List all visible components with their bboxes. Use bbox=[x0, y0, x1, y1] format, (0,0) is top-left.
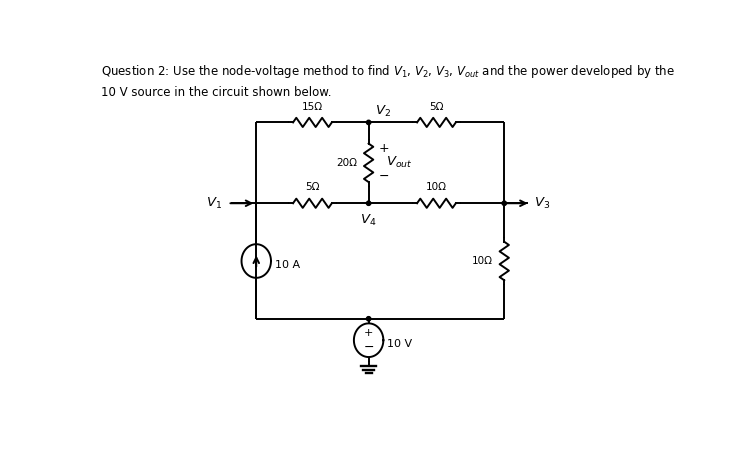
Circle shape bbox=[367, 120, 371, 124]
Text: $V_3$: $V_3$ bbox=[534, 196, 550, 211]
Text: −: − bbox=[364, 341, 374, 354]
Text: −: − bbox=[378, 170, 389, 183]
Circle shape bbox=[502, 201, 506, 205]
Circle shape bbox=[367, 201, 371, 205]
Text: 10 A: 10 A bbox=[275, 260, 300, 270]
Text: 10 V source in the circuit shown below.: 10 V source in the circuit shown below. bbox=[101, 86, 332, 99]
Circle shape bbox=[367, 317, 371, 321]
Text: $V_4$: $V_4$ bbox=[361, 212, 377, 228]
Text: 10Ω: 10Ω bbox=[426, 182, 447, 193]
Text: $V_{out}$: $V_{out}$ bbox=[386, 155, 412, 170]
Text: 5Ω: 5Ω bbox=[305, 182, 319, 193]
Text: $V_1$: $V_1$ bbox=[206, 196, 222, 211]
Text: $V_2$: $V_2$ bbox=[375, 103, 390, 119]
Text: 10Ω: 10Ω bbox=[472, 256, 493, 266]
Text: +: + bbox=[364, 328, 373, 338]
Text: Question 2: Use the node-voltage method to find $\mathit{V_1}$, $\mathit{V_2}$, : Question 2: Use the node-voltage method … bbox=[101, 63, 675, 80]
Text: 15Ω: 15Ω bbox=[302, 101, 323, 112]
Text: +: + bbox=[378, 142, 389, 155]
Text: 10 V: 10 V bbox=[387, 339, 412, 349]
Text: 5Ω: 5Ω bbox=[429, 101, 444, 112]
Text: 20Ω: 20Ω bbox=[336, 158, 357, 168]
